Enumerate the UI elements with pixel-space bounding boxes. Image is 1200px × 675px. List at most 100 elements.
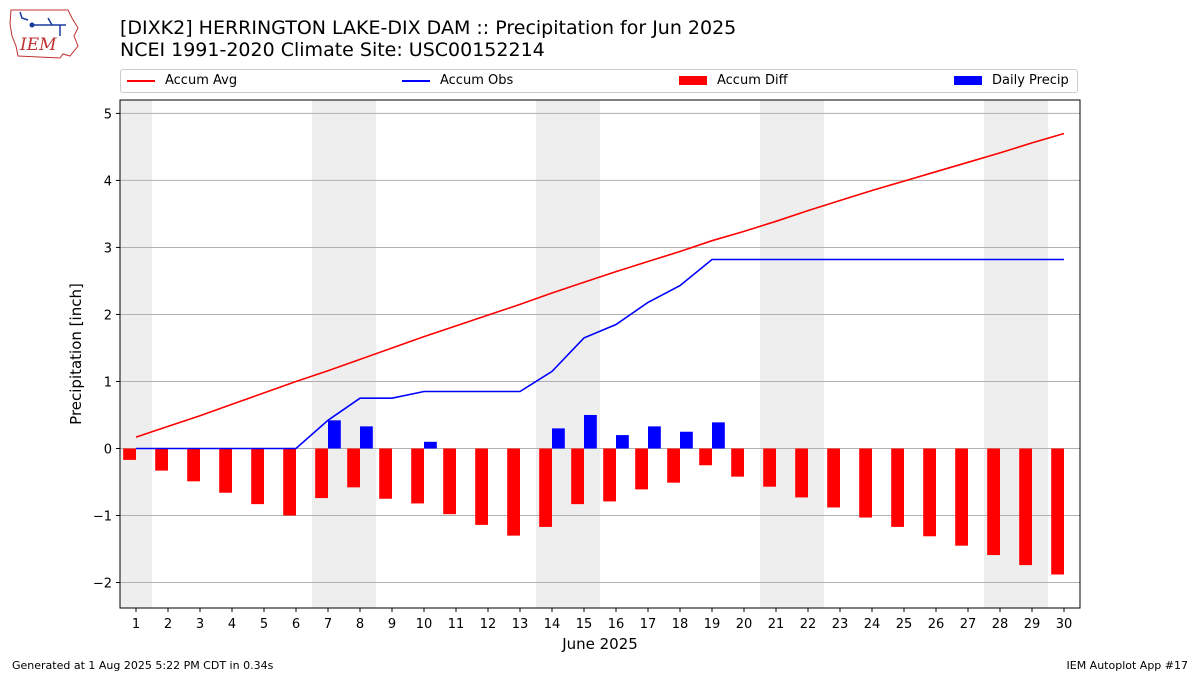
x-tick-label: 22 — [800, 617, 817, 632]
x-tick-label: 7 — [324, 617, 332, 632]
y-tick-label: 5 — [104, 107, 112, 122]
accum-diff-bar — [1051, 448, 1064, 575]
chart-title: [DIXK2] HERRINGTON LAKE-DIX DAM :: Preci… — [120, 17, 737, 39]
x-tick-label: 26 — [928, 617, 945, 632]
daily-precip-bar — [328, 420, 341, 449]
accum-diff-bar — [507, 448, 520, 536]
accum-diff-bar — [987, 448, 1000, 556]
x-tick-label: 24 — [864, 617, 881, 632]
x-tick-label: 1 — [132, 617, 140, 632]
weekend-band — [312, 100, 344, 608]
legend-item-accum-diff: Accum Diff — [679, 73, 788, 88]
accum-diff-bar — [251, 448, 264, 505]
footer-app: IEM Autoplot App #17 — [1066, 659, 1189, 672]
accum-diff-bar — [219, 448, 232, 493]
legend: Accum Avg Accum Obs Accum Diff Daily Pre… — [120, 69, 1078, 93]
legend-label: Daily Precip — [992, 73, 1069, 88]
legend-swatch-daily-precip — [954, 76, 982, 85]
accum-diff-bar — [347, 448, 360, 488]
plot-frame — [119, 99, 1081, 609]
accum-diff-bar — [731, 448, 744, 477]
accum-diff-bar — [763, 448, 776, 487]
x-tick-label: 18 — [672, 617, 689, 632]
accum-diff-bar — [603, 448, 616, 502]
weekend-band — [568, 100, 600, 608]
x-tick-label: 2 — [164, 617, 172, 632]
y-tick-label: 4 — [104, 174, 112, 189]
daily-precip-bar — [680, 431, 693, 449]
weekend-band — [792, 100, 824, 608]
daily-precip-bar — [584, 414, 597, 449]
accum-diff-bar — [827, 448, 840, 508]
x-tick-label: 15 — [576, 617, 593, 632]
accum-diff-bar — [699, 448, 712, 466]
y-tick-label: 0 — [104, 442, 112, 457]
weekend-band — [344, 100, 376, 608]
legend-label: Accum Obs — [440, 73, 514, 88]
x-tick-label: 19 — [704, 617, 721, 632]
x-tick-label: 9 — [388, 617, 396, 632]
accum-diff-bar — [411, 448, 424, 504]
x-tick-label: 5 — [260, 617, 268, 632]
x-tick-label: 20 — [736, 617, 753, 632]
iem-logo: IEM — [9, 9, 79, 59]
y-tick-label: 3 — [104, 241, 112, 256]
accum-diff-bar — [539, 448, 552, 527]
x-tick-label: 17 — [640, 617, 657, 632]
x-tick-label: 30 — [1056, 617, 1073, 632]
y-axis-label: Precipitation [inch] — [67, 283, 85, 425]
accum-diff-bar — [571, 448, 584, 505]
x-tick-label: 16 — [608, 617, 625, 632]
y-tick-label: −2 — [93, 577, 112, 592]
x-tick-label: 14 — [544, 617, 561, 632]
x-tick-label: 28 — [992, 617, 1009, 632]
daily-precip-bar — [648, 426, 661, 449]
accum-obs-line — [136, 258, 1064, 450]
y-tick-label: 1 — [104, 375, 112, 390]
legend-swatch-accum-avg — [127, 79, 155, 82]
x-tick-label: 27 — [960, 617, 977, 632]
accum-diff-bar — [795, 448, 808, 498]
x-tick-label: 21 — [768, 617, 785, 632]
accum-diff-bar — [443, 448, 456, 515]
weekend-band — [760, 100, 792, 608]
weekend-band — [120, 100, 152, 608]
accum-diff-bar — [1019, 448, 1032, 566]
chart-subtitle: NCEI 1991-2020 Climate Site: USC00152214 — [120, 39, 545, 61]
x-tick-label: 12 — [480, 617, 497, 632]
weekend-band — [536, 100, 568, 608]
x-tick-label: 11 — [448, 617, 465, 632]
accum-diff-bar — [859, 448, 872, 518]
legend-item-daily-precip: Daily Precip — [954, 73, 1069, 88]
legend-item-accum-avg: Accum Avg — [127, 73, 237, 88]
x-tick-label: 8 — [356, 617, 364, 632]
accum-avg-line — [135, 132, 1065, 438]
legend-swatch-accum-obs — [402, 79, 430, 82]
x-tick-label: 25 — [896, 617, 913, 632]
x-axis-label: June 2025 — [561, 635, 638, 653]
x-tick-label: 10 — [416, 617, 433, 632]
legend-label: Accum Diff — [717, 73, 788, 88]
x-tick-label: 3 — [196, 617, 204, 632]
accum-diff-bar — [891, 448, 904, 527]
accum-diff-bar — [667, 448, 680, 483]
accum-diff-bar — [955, 448, 968, 546]
accum-diff-bar — [187, 448, 200, 482]
accum-diff-bar — [923, 448, 936, 537]
x-tick-label: 6 — [292, 617, 300, 632]
daily-precip-bar — [552, 428, 565, 449]
x-tick-label: 13 — [512, 617, 529, 632]
x-tick-label: 29 — [1024, 617, 1041, 632]
daily-precip-bar — [424, 441, 437, 449]
daily-precip-bar — [360, 426, 373, 449]
legend-swatch-accum-diff — [679, 76, 707, 85]
logo-text: IEM — [19, 35, 57, 55]
accum-diff-bar — [123, 448, 136, 460]
legend-label: Accum Avg — [165, 73, 238, 88]
footer-generated: Generated at 1 Aug 2025 5:22 PM CDT in 0… — [12, 659, 274, 672]
x-tick-label: 23 — [832, 617, 849, 632]
accum-diff-bar — [635, 448, 648, 490]
accum-diff-bar — [379, 448, 392, 499]
x-tick-label: 4 — [228, 617, 236, 632]
